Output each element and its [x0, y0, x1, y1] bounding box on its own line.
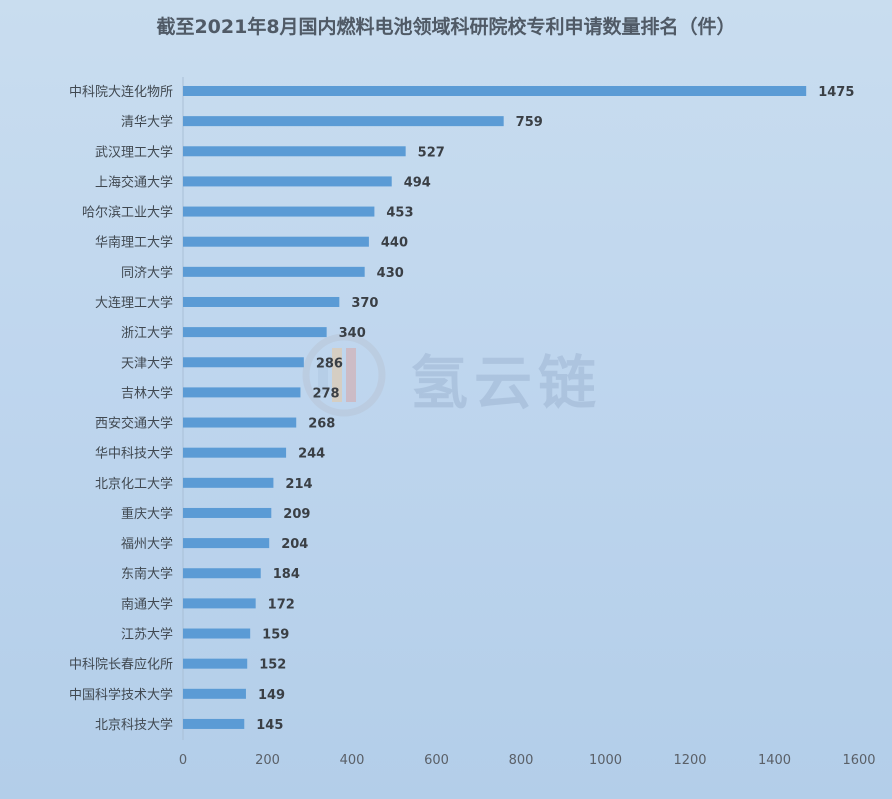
category-label: 西安交通大学: [95, 416, 173, 432]
x-tick-label: 1600: [842, 753, 875, 768]
category-label: 天津大学: [121, 355, 173, 371]
category-label: 清华大学: [121, 114, 173, 130]
data-label: 370: [351, 296, 378, 311]
bar: [183, 327, 327, 338]
data-label: 430: [377, 266, 404, 281]
bar: [183, 688, 246, 699]
category-label: 江苏大学: [121, 627, 173, 643]
x-tick-label: 800: [509, 753, 534, 768]
category-label: 中国科学技术大学: [69, 687, 173, 703]
data-label: 184: [273, 567, 300, 582]
data-label: 494: [404, 175, 431, 190]
bar: [183, 718, 245, 729]
x-tick-labels: 0 200 400 600 800 1000 1200 1400 1600: [179, 753, 876, 768]
category-label: 华南理工大学: [95, 235, 173, 251]
x-tick-label: 1200: [673, 753, 706, 768]
data-label: 340: [339, 326, 366, 341]
bar: [183, 146, 406, 157]
category-label: 北京化工大学: [95, 476, 173, 492]
bar: [183, 568, 261, 579]
category-label: 东南大学: [121, 566, 173, 582]
data-label: 453: [386, 206, 413, 221]
category-label: 哈尔滨工业大学: [82, 205, 173, 221]
bar: [183, 86, 807, 96]
x-tick-label: 400: [340, 753, 365, 768]
category-label: 华中科技大学: [95, 446, 173, 462]
bar: [183, 447, 287, 458]
data-label: 278: [312, 386, 339, 401]
data-label: 152: [259, 658, 286, 673]
data-label: 244: [298, 447, 325, 462]
category-label: 大连理工大学: [95, 295, 173, 311]
data-label: 159: [262, 628, 289, 643]
data-label: 204: [281, 537, 308, 552]
category-label: 上海交通大学: [95, 174, 173, 190]
category-labels: 中科院大连化物所清华大学武汉理工大学上海交通大学哈尔滨工业大学华南理工大学同济大…: [69, 84, 173, 733]
x-tick-label: 1000: [589, 753, 622, 768]
bar: [183, 296, 340, 307]
data-label: 268: [308, 417, 335, 432]
category-label: 中科院长春应化所: [69, 657, 173, 673]
bar: [183, 357, 304, 368]
value-labels: 1475 759 527 494 453 440 430 370 340 286 278 268 244…: [256, 85, 854, 733]
bar: [183, 417, 297, 428]
x-tick-label: 1400: [758, 753, 791, 768]
bar: [183, 628, 251, 639]
bar: [183, 598, 256, 609]
data-label: 214: [285, 477, 312, 492]
data-label: 1475: [818, 85, 854, 100]
data-label: 149: [258, 688, 285, 703]
bar: [183, 658, 248, 669]
category-label: 浙江大学: [121, 325, 173, 341]
category-label: 南通大学: [121, 596, 173, 612]
data-label: 759: [516, 115, 543, 130]
data-label: 440: [381, 236, 408, 251]
category-label: 重庆大学: [121, 506, 173, 522]
x-tick-label: 0: [179, 753, 187, 768]
category-label: 武汉理工大学: [95, 144, 173, 160]
data-label: 209: [283, 507, 310, 522]
x-tick-label: 600: [424, 753, 449, 768]
bar: [183, 266, 365, 277]
chart-title: 截至2021年8月国内燃料电池领域科研院校专利申请数量排名（件）: [156, 16, 736, 38]
data-label: 286: [316, 356, 343, 371]
bar: [183, 176, 392, 187]
category-label: 同济大学: [121, 265, 173, 281]
category-label: 吉林大学: [121, 385, 173, 401]
bar: [183, 507, 272, 518]
data-label: 172: [268, 597, 295, 612]
x-tick-label: 200: [255, 753, 280, 768]
category-label: 福州大学: [121, 536, 173, 552]
category-label: 中科院大连化物所: [69, 84, 173, 100]
category-label: 北京科技大学: [95, 717, 173, 733]
bars: [183, 86, 807, 729]
data-label: 145: [256, 718, 283, 733]
bar: [183, 477, 274, 488]
bar: [183, 387, 301, 398]
data-label: 527: [418, 145, 445, 160]
bar: [183, 538, 270, 549]
bar: [183, 236, 369, 247]
bar: [183, 206, 375, 217]
bar: [183, 116, 504, 127]
